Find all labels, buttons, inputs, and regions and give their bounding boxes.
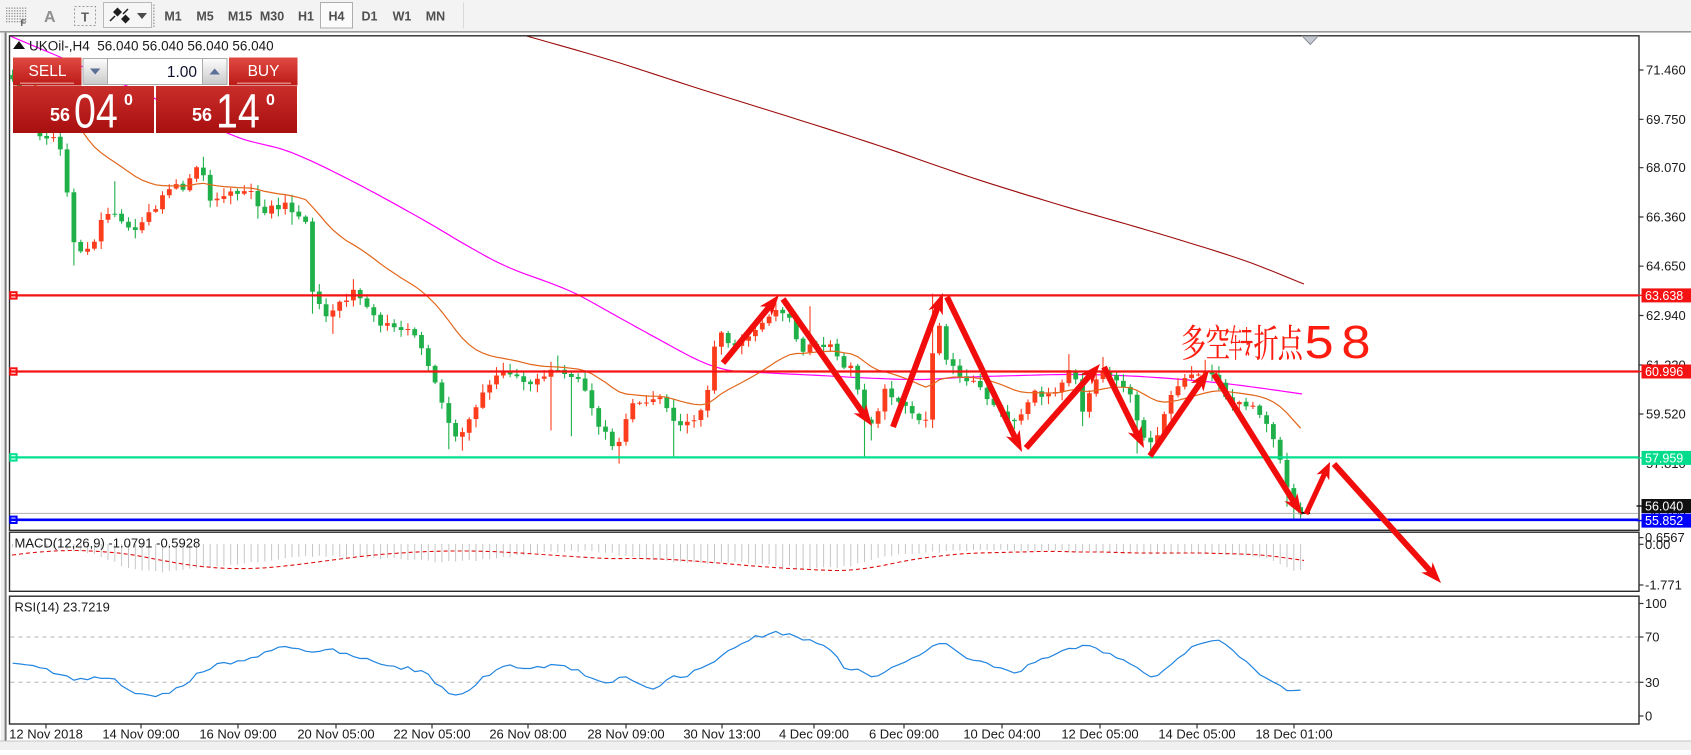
svg-text:12 Nov 2018: 12 Nov 2018 xyxy=(9,727,83,742)
svg-text:28 Nov 09:00: 28 Nov 09:00 xyxy=(587,727,664,742)
svg-text:57.959: 57.959 xyxy=(1645,452,1683,466)
svg-text:60.996: 60.996 xyxy=(1645,365,1683,379)
svg-text:1.00: 1.00 xyxy=(167,64,198,81)
svg-text:H4: H4 xyxy=(329,10,345,24)
svg-text:BUY: BUY xyxy=(248,63,280,80)
svg-text:22 Nov 05:00: 22 Nov 05:00 xyxy=(393,727,470,742)
svg-text:59.520: 59.520 xyxy=(1646,407,1686,422)
svg-text:56: 56 xyxy=(50,105,70,125)
svg-text:14: 14 xyxy=(216,85,260,139)
svg-text:70: 70 xyxy=(1645,630,1659,645)
svg-text:UKOil-,H4 56.040 56.040 56.04: UKOil-,H4 56.040 56.040 56.040 56.040 xyxy=(29,39,274,54)
svg-text:55.852: 55.852 xyxy=(1645,514,1683,528)
svg-text:12 Dec 05:00: 12 Dec 05:00 xyxy=(1061,727,1138,742)
svg-text:56.040: 56.040 xyxy=(1645,500,1683,514)
svg-text:M15: M15 xyxy=(228,10,252,24)
svg-text:M30: M30 xyxy=(260,10,284,24)
svg-text:SELL: SELL xyxy=(29,63,67,80)
svg-text:F: F xyxy=(21,18,27,28)
svg-text:D1: D1 xyxy=(362,10,378,24)
svg-text:M5: M5 xyxy=(196,10,213,24)
svg-text:0: 0 xyxy=(124,92,133,109)
svg-text:W1: W1 xyxy=(393,10,412,24)
svg-text:26 Nov 08:00: 26 Nov 08:00 xyxy=(489,727,566,742)
svg-text:10 Dec 04:00: 10 Dec 04:00 xyxy=(963,727,1040,742)
svg-text:4 Dec 09:00: 4 Dec 09:00 xyxy=(779,727,849,742)
svg-text:14 Dec 05:00: 14 Dec 05:00 xyxy=(1158,727,1235,742)
svg-text:0: 0 xyxy=(266,92,275,109)
svg-text:71.460: 71.460 xyxy=(1646,63,1686,78)
svg-text:A: A xyxy=(44,9,56,26)
svg-text:H1: H1 xyxy=(298,10,314,24)
svg-text:-1.771: -1.771 xyxy=(1645,578,1682,593)
svg-text:56: 56 xyxy=(192,105,212,125)
svg-text:20 Nov 05:00: 20 Nov 05:00 xyxy=(297,727,374,742)
svg-text:5: 5 xyxy=(1304,317,1333,368)
svg-text:MN: MN xyxy=(426,10,445,24)
svg-text:04: 04 xyxy=(74,85,118,139)
svg-text:69.750: 69.750 xyxy=(1646,112,1686,127)
svg-text:30 Nov 13:00: 30 Nov 13:00 xyxy=(683,727,760,742)
svg-text:64.650: 64.650 xyxy=(1646,259,1686,274)
svg-text:6 Dec 09:00: 6 Dec 09:00 xyxy=(869,727,939,742)
svg-text:63.638: 63.638 xyxy=(1645,289,1683,303)
svg-text:T: T xyxy=(81,10,89,25)
svg-text:100: 100 xyxy=(1645,596,1667,611)
svg-text:0.00: 0.00 xyxy=(1645,537,1670,552)
svg-text:18 Dec 01:00: 18 Dec 01:00 xyxy=(1255,727,1332,742)
svg-text:66.360: 66.360 xyxy=(1646,210,1686,225)
svg-text:62.940: 62.940 xyxy=(1646,308,1686,323)
svg-text:8: 8 xyxy=(1341,317,1370,368)
svg-text:0: 0 xyxy=(1645,709,1652,724)
svg-text:MACD(12,26,9) -1.0791 -0.5928: MACD(12,26,9) -1.0791 -0.5928 xyxy=(15,536,201,551)
svg-text:M1: M1 xyxy=(164,10,181,24)
svg-text:30: 30 xyxy=(1645,675,1659,690)
svg-text:14 Nov 09:00: 14 Nov 09:00 xyxy=(102,727,179,742)
svg-text:68.070: 68.070 xyxy=(1646,160,1686,175)
svg-text:RSI(14) 23.7219: RSI(14) 23.7219 xyxy=(15,600,110,615)
svg-text:16 Nov 09:00: 16 Nov 09:00 xyxy=(199,727,276,742)
